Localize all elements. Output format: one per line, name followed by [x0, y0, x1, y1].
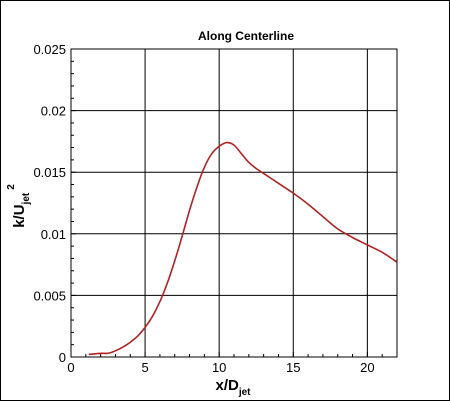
plot-frame	[70, 48, 398, 358]
y-tick-label: 0.02	[41, 104, 66, 119]
x-tick-label: 15	[286, 360, 300, 375]
gridlines	[71, 49, 397, 357]
x-tick-label: 5	[141, 360, 148, 375]
tick-marks	[70, 48, 383, 358]
x-tick-label: 10	[212, 360, 226, 375]
y-axis-label: k/Ujet2	[6, 184, 32, 228]
y-tick-label: 0	[59, 350, 66, 365]
tick-labels: 0 5 10 15 20 0 0.005 0.01 0.015 0.02 0.025	[33, 42, 374, 375]
y-tick-label: 0.005	[33, 288, 66, 303]
y-tick-label: 0.025	[33, 42, 66, 57]
y-tick-label: 0.015	[33, 165, 66, 180]
x-axis-label: x/Djet	[215, 377, 251, 398]
x-tick-label: 20	[360, 360, 374, 375]
y-tick-label: 0.01	[41, 227, 66, 242]
series-group	[88, 141, 398, 356]
x-tick-label: 0	[67, 360, 74, 375]
series-line	[88, 141, 398, 356]
chart-title: Along Centerline	[198, 29, 294, 43]
